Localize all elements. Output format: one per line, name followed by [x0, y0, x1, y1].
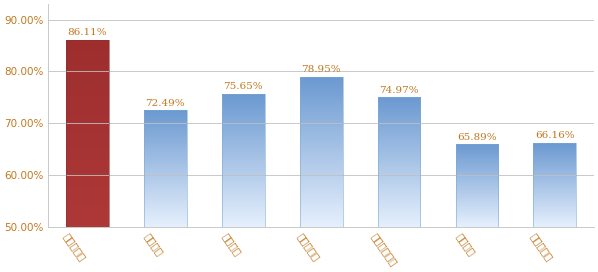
Text: 66.16%: 66.16%: [535, 131, 575, 140]
Text: 74.97%: 74.97%: [379, 86, 419, 95]
Bar: [456, 144, 498, 227]
Bar: [533, 143, 576, 227]
Bar: [300, 77, 343, 227]
Text: 86.11%: 86.11%: [68, 28, 107, 37]
Bar: [144, 110, 187, 227]
Bar: [66, 40, 109, 227]
Text: 75.65%: 75.65%: [224, 82, 263, 91]
Text: 65.89%: 65.89%: [457, 133, 497, 142]
Text: 78.95%: 78.95%: [301, 65, 341, 74]
Bar: [377, 97, 420, 227]
Bar: [222, 94, 265, 227]
Text: 72.49%: 72.49%: [145, 99, 185, 108]
